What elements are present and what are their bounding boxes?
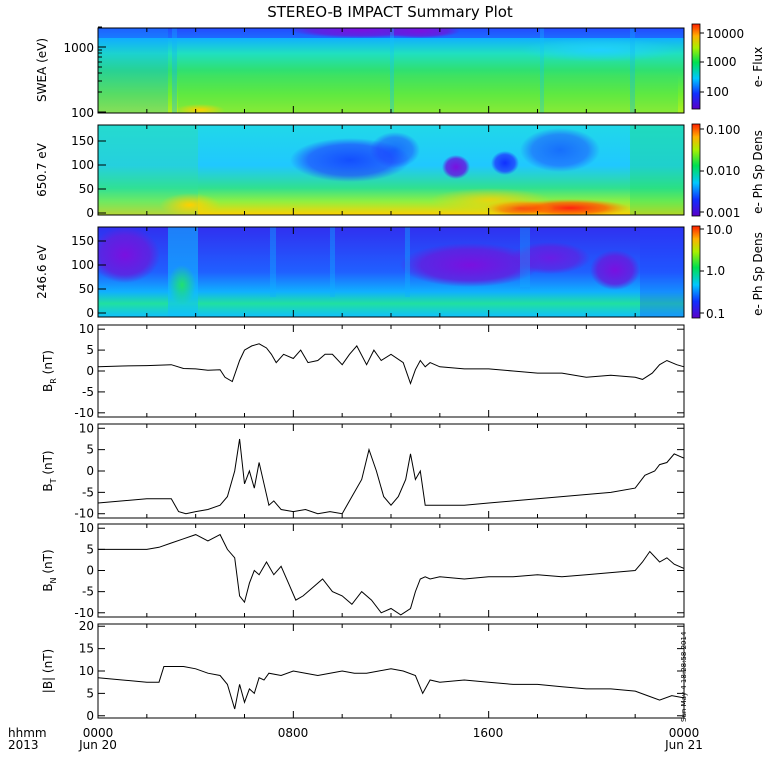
pad246-heatmap [98, 227, 684, 317]
bt-ytick-label-10: 10 [79, 421, 94, 435]
pad650-heatmap [98, 125, 684, 215]
bn-ytick-label-0: 0 [86, 564, 94, 578]
bt-ytick-label-0: 0 [86, 464, 94, 478]
bn-ytick-label-10: 10 [79, 521, 94, 535]
bt-ytick-label--5: -5 [82, 485, 94, 499]
br-frame [97, 324, 685, 418]
br-ytick-label--10: -10 [74, 406, 94, 420]
swea-cbar-tick-100: 100 [706, 85, 729, 99]
pad650-colorbar: 0.001 0.010 0.100 e- Ph Sp Dens [691, 123, 765, 220]
pad246-ytick-50: 50 [79, 282, 94, 296]
plot-title: STEREO-B IMPACT Summary Plot [267, 3, 513, 21]
babs-ytick-label-15: 15 [79, 642, 94, 656]
x-axis-labels: hhmm 2013 0000 0800 1600 0000 Jun 20 Jun… [8, 726, 703, 752]
bt-series-line [97, 438, 685, 515]
pad650-cbar-tick-mid: 0.010 [706, 164, 740, 178]
pad650-ytick-0: 0 [86, 206, 94, 220]
x-time-label-2: 1600 [473, 726, 504, 740]
pad650-yaxis: 0 50 100 150 650.7 eV [35, 134, 106, 220]
swea-cbar-tick-10000: 10000 [706, 27, 744, 41]
bt-ytick-label--10: -10 [74, 507, 94, 521]
x-axis-label: hhmm [8, 726, 47, 740]
swea-ytick-100: 100 [71, 106, 94, 120]
br-series-line [97, 343, 685, 386]
swea-cbar-label: e- Flux [751, 47, 765, 87]
pad246-ytick-0: 0 [86, 306, 94, 320]
pad246-cbar-tick-high: 10.0 [706, 223, 733, 237]
pad246-ytick-150: 150 [71, 234, 94, 248]
line-panels: -10 -5 0 5 10 BR (nT) -10 -5 0 5 10 BT (nT) -10 -5 0 5 1… [41, 28, 685, 723]
babs-frame [97, 623, 685, 719]
babs-series-line [97, 666, 685, 710]
bn-ytick-label-5: 5 [86, 542, 94, 556]
bt-ylabel: BT (nT) [41, 450, 58, 491]
pad650-ytick-100: 100 [71, 158, 94, 172]
pad246-cbar-tick-mid: 1.0 [706, 264, 725, 278]
x-year-label: 2013 [8, 738, 39, 752]
bn-ylabel: BN (nT) [41, 549, 58, 591]
x-time-label-3: 0000 [669, 726, 700, 740]
bn-ytick-label--10: -10 [74, 606, 94, 620]
bn-series-line [98, 533, 685, 616]
pad246-ylabel: 246.6 eV [35, 244, 49, 299]
x-time-label-1: 0800 [278, 726, 309, 740]
babs-ytick-label-5: 5 [86, 686, 94, 700]
bt-frame [97, 423, 685, 519]
pad246-colorbar: 0.1 1.0 10.0 e- Ph Sp Dens [691, 223, 765, 321]
babs-ylabel: |B| (nT) [41, 649, 55, 693]
pad650-cbar-label: e- Ph Sp Dens [751, 130, 765, 214]
br-ylabel: BR (nT) [41, 350, 58, 392]
pad650-ytick-50: 50 [79, 182, 94, 196]
pad246-cbar-tick-low: 0.1 [706, 307, 725, 321]
time-stamp: Sun May 4 18:28:58 2014 [680, 631, 688, 722]
pad246-yaxis: 0 50 100 150 246.6 eV [35, 234, 106, 320]
bt-ytick-label-5: 5 [86, 443, 94, 457]
swea-yaxis: 100 1000 SWEA (eV) [35, 26, 106, 120]
x-time-label-0: 0000 [83, 726, 114, 740]
bn-ytick-label--5: -5 [82, 585, 94, 599]
swea-heatmap [98, 28, 684, 113]
pad246-ytick-100: 100 [71, 258, 94, 272]
babs-ytick-label-0: 0 [86, 709, 94, 723]
babs-ytick-label-20: 20 [79, 619, 94, 633]
br-ytick-label-0: 0 [86, 364, 94, 378]
pad246-cbar-label: e- Ph Sp Dens [751, 232, 765, 316]
br-ytick-label-10: 10 [79, 322, 94, 336]
br-ytick-label--5: -5 [82, 385, 94, 399]
swea-ytick-1000: 1000 [63, 41, 94, 55]
pad650-ytick-150: 150 [71, 134, 94, 148]
br-ytick-label-5: 5 [86, 343, 94, 357]
pad650-cbar-tick-low: 0.001 [706, 206, 740, 220]
swea-colorbar: 100 1000 10000 e- Flux [691, 23, 765, 110]
x-date-label-1: Jun 21 [664, 738, 703, 752]
swea-cbar-tick-1000: 1000 [706, 55, 737, 69]
swea-ylabel: SWEA (eV) [35, 38, 49, 102]
pad650-ylabel: 650.7 eV [35, 142, 49, 197]
x-date-label-0: Jun 20 [78, 738, 117, 752]
pad650-cbar-tick-high: 0.100 [706, 123, 740, 137]
babs-ytick-label-10: 10 [79, 664, 94, 678]
